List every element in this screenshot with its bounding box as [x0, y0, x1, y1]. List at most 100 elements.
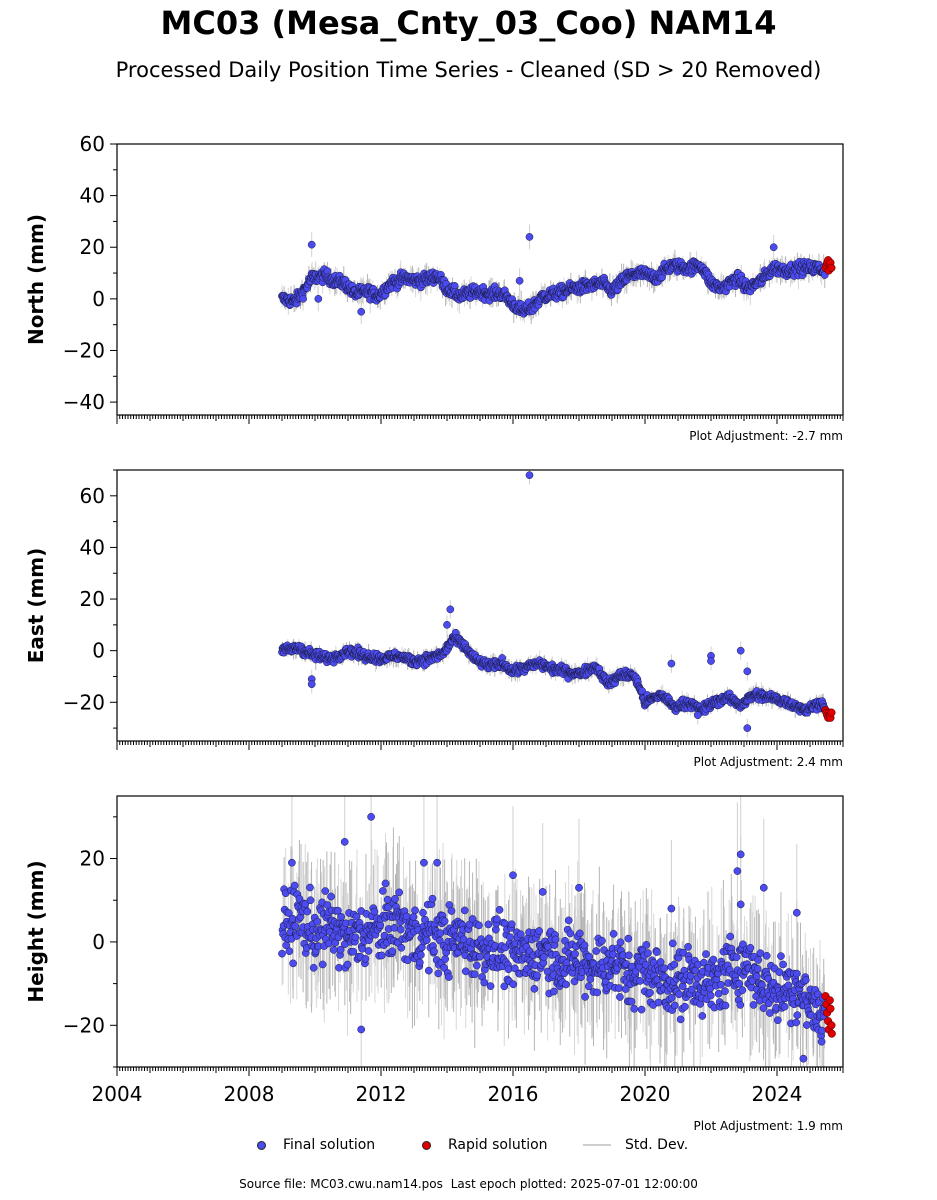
final-point: [434, 969, 443, 978]
y-tick-label: −40: [63, 390, 105, 414]
final-point: [309, 963, 318, 972]
final-point: [364, 947, 373, 955]
final-point: [415, 958, 424, 967]
final-solution-points: [278, 471, 829, 732]
y-tick-label: −20: [63, 690, 105, 714]
final-point: [625, 951, 633, 960]
final-point: [318, 960, 327, 969]
final-point: [586, 975, 595, 983]
final-point: [443, 621, 451, 629]
final-point: [675, 990, 683, 999]
final-point: [544, 942, 552, 951]
final-point: [670, 960, 679, 969]
final-point: [289, 959, 297, 968]
final-point: [440, 963, 448, 972]
final-point: [530, 984, 539, 993]
final-point: [624, 934, 633, 943]
final-point: [349, 947, 358, 956]
final-point: [676, 1015, 685, 1024]
final-point: [646, 988, 654, 997]
final-point: [716, 980, 725, 989]
y-tick-label: 20: [80, 587, 105, 611]
final-point: [687, 985, 696, 994]
final-point: [299, 294, 307, 303]
final-point: [616, 993, 624, 1001]
final-point: [428, 894, 437, 903]
final-point: [684, 943, 692, 951]
final-point: [378, 887, 387, 895]
final-point: [419, 908, 427, 917]
final-point: [592, 947, 601, 955]
final-point: [693, 711, 702, 720]
final-point: [670, 1001, 679, 1010]
final-point: [460, 906, 469, 915]
final-point: [566, 929, 575, 938]
final-point: [743, 667, 752, 676]
final-point: [357, 307, 366, 316]
final-point: [709, 955, 718, 964]
final-point: [581, 993, 589, 1001]
y-axis-label: North (mm): [24, 214, 48, 345]
final-point: [493, 915, 501, 924]
final-point: [327, 892, 335, 901]
final-point: [575, 929, 584, 938]
final-point: [636, 977, 644, 985]
final-point: [562, 980, 570, 989]
final-point: [424, 966, 433, 975]
final-point: [509, 980, 518, 989]
final-point: [291, 922, 300, 930]
final-point: [615, 984, 623, 993]
final-point: [644, 949, 652, 957]
final-point: [551, 935, 560, 944]
final-point: [550, 987, 558, 996]
final-point: [444, 973, 453, 981]
final-point: [510, 964, 519, 973]
final-point: [397, 943, 406, 952]
panel-2: −20 0 20 40 60 East (mm) Plot Adjustment: 2.4 …: [24, 469, 844, 769]
final-point: [411, 906, 419, 915]
final-point: [470, 970, 479, 979]
final-point: [630, 1004, 639, 1013]
std-dev-bars: [281, 470, 825, 738]
final-point: [515, 276, 524, 285]
final-point: [681, 1002, 689, 1011]
final-point: [533, 971, 541, 980]
final-point: [343, 960, 352, 969]
final-point: [721, 987, 729, 996]
y-tick-label: 0: [92, 287, 105, 311]
final-point: [627, 997, 636, 1006]
final-point: [472, 961, 481, 970]
final-point: [447, 907, 456, 915]
final-point: [307, 240, 316, 249]
final-point: [504, 965, 513, 974]
final-point: [278, 949, 286, 958]
final-point: [525, 233, 534, 241]
final-point: [352, 912, 361, 921]
rapid-solution-points: [821, 705, 836, 722]
final-point: [351, 933, 360, 942]
final-point: [361, 954, 370, 963]
final-point: [609, 929, 618, 938]
final-point: [495, 906, 504, 914]
final-point: [525, 471, 534, 480]
chart-title: MC03 (Mesa_Cnty_03_Coo) NAM14: [160, 4, 777, 42]
y-axis-label: East (mm): [24, 548, 48, 664]
final-point: [336, 945, 345, 954]
final-point: [440, 917, 449, 926]
final-point: [500, 982, 509, 991]
final-point: [384, 903, 392, 912]
final-point: [642, 941, 651, 949]
final-point: [480, 978, 489, 987]
final-point: [706, 991, 715, 1000]
final-point: [667, 659, 676, 668]
final-point: [285, 909, 293, 917]
final-point: [461, 967, 470, 976]
y-tick-label: 40: [80, 535, 105, 559]
final-point: [337, 912, 345, 921]
final-point: [507, 920, 516, 929]
final-solution-points: [278, 812, 829, 1063]
final-point: [564, 916, 573, 925]
final-point: [769, 243, 778, 252]
final-point: [616, 938, 625, 947]
